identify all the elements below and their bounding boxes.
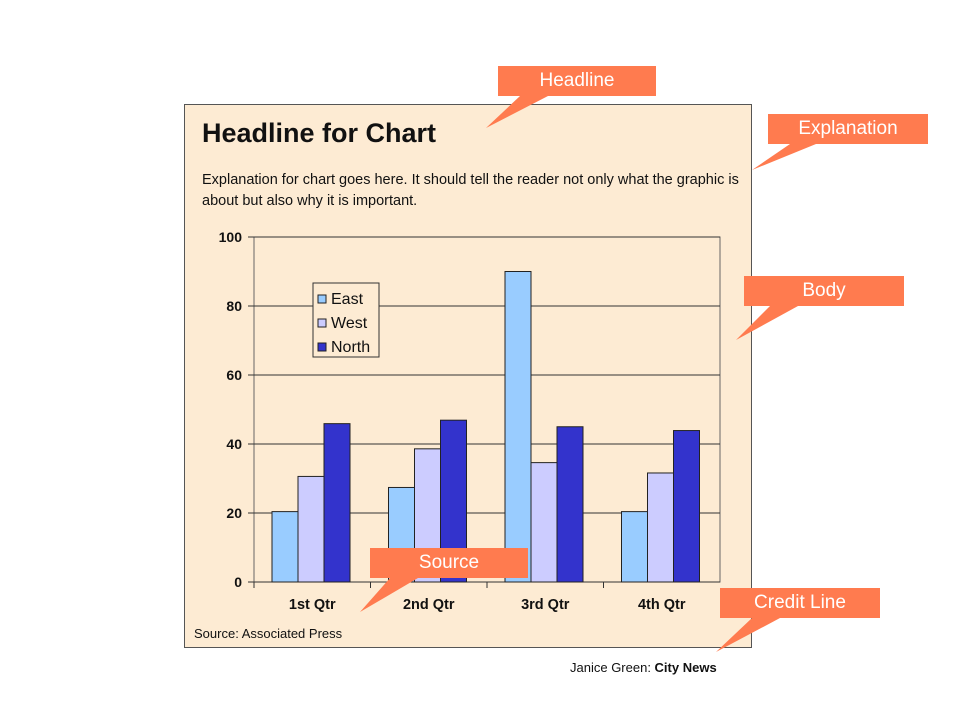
legend-swatch-west [317,318,327,328]
credit-line: Janice Green: City News [570,660,717,675]
legend-swatch-north [317,342,327,352]
y-tick-label: 40 [226,436,242,452]
source-callout: Source [370,548,528,578]
bar-east [621,511,648,583]
x-tick-label: 2nd Qtr [403,597,455,613]
x-tick-label: 3rd Qtr [521,597,570,613]
headline-callout: Headline [498,66,656,96]
explanation-callout: Explanation [768,114,928,144]
body-callout: Body [744,276,904,306]
y-tick-label: 60 [226,367,242,383]
source-line: Source: Associated Press [194,626,343,641]
legend-swatch-east [317,294,327,304]
x-tick-label: 1st Qtr [289,597,336,613]
legend-label-east: East [331,291,364,308]
y-tick-label: 0 [234,574,242,590]
y-tick-label: 20 [226,505,242,521]
y-tick-label: 80 [226,298,242,314]
bar-east [271,511,299,583]
legend-label-north: North [331,339,370,356]
y-tick-label: 100 [219,229,243,245]
credit-author: Janice Green: [570,660,655,675]
credit-outlet: City News [654,660,717,675]
chart-headline: Headline for Chart [202,118,437,148]
x-tick-label: 4th Qtr [638,597,686,613]
legend-label-west: West [331,315,368,332]
bar-west [647,472,674,583]
bar-north [556,426,584,583]
bar-north [323,423,351,583]
bar-west [297,475,325,583]
chart-explanation: Explanation for chart goes here. It shou… [202,172,739,209]
bar-east [504,271,532,583]
bar-west [530,462,558,583]
bar-north [673,430,700,583]
credit-callout: Credit Line [720,588,880,618]
